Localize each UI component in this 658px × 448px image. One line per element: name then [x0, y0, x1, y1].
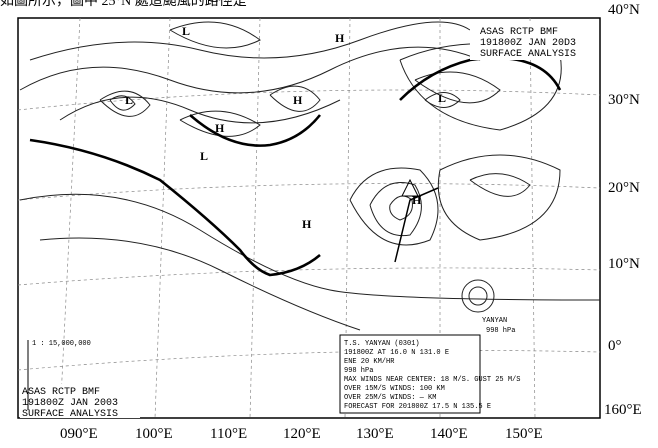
typhoon-info: 998 hPa	[344, 367, 373, 375]
typhoon-track	[394, 178, 439, 263]
lon-label: 090°E	[60, 426, 98, 442]
typhoon-info: OVER 25M/S WINDS: — KM	[344, 394, 436, 402]
typhoon-tag: YANYAN	[482, 317, 507, 325]
typhoon-info: MAX WINDS NEAR CENTER: 18 M/S. GUST 25 M…	[344, 376, 520, 384]
lat-label: 40°N	[608, 2, 640, 18]
title-top-bg	[470, 24, 596, 60]
lon-label: 110°E	[210, 426, 247, 442]
pressure-center: L	[125, 93, 133, 107]
lon-label: 150°E	[505, 426, 543, 442]
pressure-center: H	[335, 31, 345, 45]
typhoon-info: T.S. YANYAN (0301)	[344, 340, 420, 348]
typhoon-info: ENE 20 KM/HR	[344, 358, 395, 366]
pressure-center: H	[215, 121, 225, 135]
pressure-center: L	[182, 24, 190, 38]
lat-label: 20°N	[608, 180, 640, 196]
title-top: ASAS RCTP BMF	[480, 27, 558, 38]
pressure-center: H	[412, 193, 422, 207]
title-bottom: SURFACE ANALYSIS	[22, 409, 118, 420]
typhoon-info: FORECAST FOR 201800Z 17.5 N 135.5 E	[344, 403, 491, 411]
lat-label: 160°E	[604, 402, 642, 418]
lon-label: 100°E	[135, 426, 173, 442]
lat-label: 30°N	[608, 92, 640, 108]
typhoon-info: 191800Z AT 16.0 N 131.0 E	[344, 349, 449, 357]
header-text: 如圖所示，圖中 25°N 處這颱風的路徑是	[0, 0, 247, 9]
scale-label: 1 : 15,000,000	[32, 340, 91, 348]
lat-label: 0°	[608, 338, 622, 354]
title-bottom: 191800Z JAN 2003	[22, 398, 118, 409]
isobars	[19, 21, 601, 331]
title-bottom-bg	[20, 384, 140, 418]
title-top: 191800Z JAN 20D3	[480, 38, 576, 49]
typhoon-tag: 998 hPa	[486, 327, 515, 335]
graticule	[17, 17, 601, 419]
lat-label: 10°N	[608, 256, 640, 272]
title-bottom: ASAS RCTP BMF	[22, 387, 100, 398]
pressure-center: H	[302, 217, 312, 231]
typhoon-info: OVER 15M/S WINDS: 100 KM	[344, 385, 445, 393]
typhoon-box	[339, 334, 481, 414]
title-top: SURFACE ANALYSIS	[480, 49, 576, 60]
lon-label: 130°E	[356, 426, 394, 442]
pressure-center: L	[438, 91, 446, 105]
map-frame	[17, 17, 601, 419]
lon-label: 140°E	[430, 426, 468, 442]
lon-label: 120°E	[283, 426, 321, 442]
pressure-center: H	[293, 93, 303, 107]
pressure-center: L	[200, 149, 208, 163]
